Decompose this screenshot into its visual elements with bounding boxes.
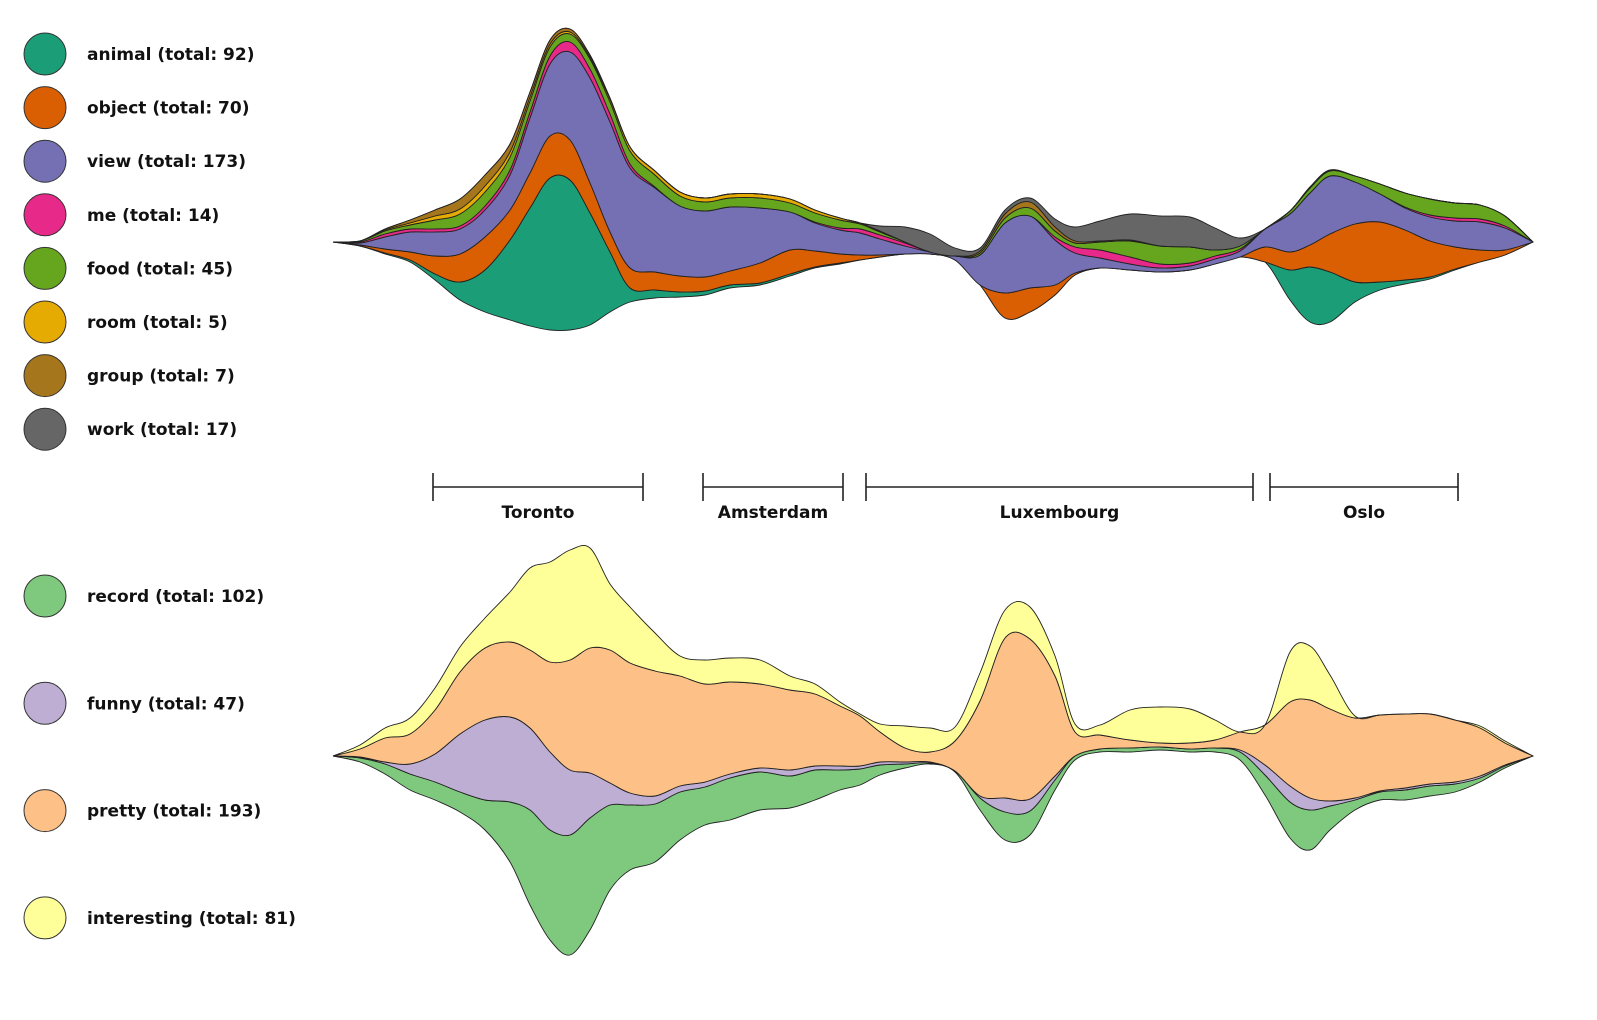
segment-oslo: Oslo	[1269, 473, 1459, 523]
legend-label: funny (total: 47)	[87, 694, 245, 714]
legend-swatch	[23, 193, 67, 237]
legend-item-object: object (total: 70)	[23, 86, 249, 130]
legend-label: object (total: 70)	[87, 99, 249, 119]
segment-label: Amsterdam	[718, 503, 828, 523]
legend-label: room (total: 5)	[87, 313, 228, 333]
legend-swatch	[23, 407, 67, 451]
legend-label: me (total: 14)	[87, 206, 219, 226]
legend-item-me: me (total: 14)	[23, 193, 219, 237]
topic-legend: animal (total: 92) object (total: 70) view…	[23, 32, 254, 451]
legend-swatch	[23, 681, 67, 725]
legend-swatch	[23, 789, 67, 833]
segment-label: Toronto	[502, 503, 575, 523]
legend-item-interesting: interesting (total: 81)	[23, 896, 296, 940]
legend-item-funny: funny (total: 47)	[23, 681, 245, 725]
legend-swatch	[23, 246, 67, 290]
legend-label: interesting (total: 81)	[87, 909, 296, 929]
legend-item-record: record (total: 102)	[23, 574, 264, 618]
segment-label: Oslo	[1343, 503, 1385, 523]
legend-label: work (total: 17)	[87, 420, 237, 440]
segment-luxembourg: Luxembourg	[865, 473, 1254, 523]
legend-swatch	[23, 86, 67, 130]
legend-label: food (total: 45)	[87, 259, 233, 279]
topic-streamgraph	[332, 27, 1535, 332]
legend-swatch	[23, 896, 67, 940]
legend-item-room: room (total: 5)	[23, 300, 228, 344]
sentiment-legend: record (total: 102) funny (total: 47) pret…	[23, 574, 296, 940]
legend-item-group: group (total: 7)	[23, 354, 235, 398]
legend-item-food: food (total: 45)	[23, 246, 233, 290]
legend-swatch	[23, 139, 67, 183]
legend-label: record (total: 102)	[87, 587, 264, 607]
legend-item-work: work (total: 17)	[23, 407, 237, 451]
legend-swatch	[23, 574, 67, 618]
legend-swatch	[23, 32, 67, 76]
sentiment-streamgraph	[332, 545, 1535, 956]
stream-interesting	[332, 545, 1534, 757]
stream-work	[332, 27, 1534, 257]
legend-label: group (total: 7)	[87, 367, 235, 387]
legend-swatch	[23, 354, 67, 398]
legend-swatch	[23, 300, 67, 344]
legend-item-animal: animal (total: 92)	[23, 32, 254, 76]
segment-toronto: Toronto	[432, 473, 644, 523]
legend-label: pretty (total: 193)	[87, 802, 261, 822]
legend-item-view: view (total: 173)	[23, 139, 246, 183]
legend-label: animal (total: 92)	[87, 45, 254, 65]
legend-label: view (total: 173)	[87, 152, 246, 172]
city-segments: Toronto Amsterdam Luxembourg Oslo	[432, 473, 1459, 523]
segment-label: Luxembourg	[1000, 503, 1120, 523]
legend-item-pretty: pretty (total: 193)	[23, 789, 261, 833]
segment-amsterdam: Amsterdam	[702, 473, 844, 523]
